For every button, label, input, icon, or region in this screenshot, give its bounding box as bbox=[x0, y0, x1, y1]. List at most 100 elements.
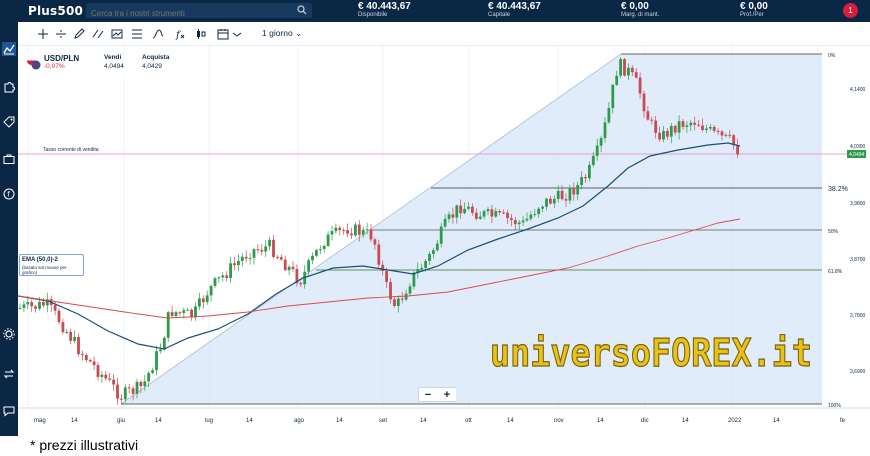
candle-body bbox=[69, 331, 73, 341]
ema-subtitle: (basato sul mouse per grafico) bbox=[22, 265, 67, 275]
buy-price[interactable]: 4,0429 bbox=[142, 63, 162, 70]
candle-body bbox=[190, 309, 193, 318]
candle-body bbox=[588, 165, 591, 179]
candle-body bbox=[451, 214, 455, 218]
settings-icon[interactable] bbox=[2, 327, 16, 341]
indicator-icon[interactable] bbox=[151, 27, 165, 41]
sell-label[interactable]: Vendi bbox=[104, 54, 122, 61]
candle-body bbox=[420, 267, 424, 270]
slow-ma-line bbox=[18, 218, 741, 319]
x-axis-label: giu bbox=[117, 418, 125, 424]
horizontal-line-icon[interactable] bbox=[54, 27, 68, 41]
candle-body bbox=[424, 260, 427, 268]
candlestick-type-icon[interactable] bbox=[194, 27, 208, 41]
candle-body bbox=[127, 387, 131, 389]
candle-body bbox=[474, 212, 478, 219]
candle-body bbox=[701, 125, 704, 130]
fibonacci-level-label: 61.8% bbox=[828, 269, 843, 275]
candle-body bbox=[513, 219, 517, 225]
price-chart[interactable]: 0% 38.2% 50% 61.8% 100% Tasso corrente di ven… bbox=[18, 46, 870, 436]
chevron-down-icon[interactable] bbox=[230, 27, 244, 41]
zoom-in-button[interactable]: + bbox=[438, 388, 456, 401]
buy-label[interactable]: Acquista bbox=[142, 54, 170, 61]
switch-icon[interactable] bbox=[2, 367, 16, 381]
candle-body bbox=[432, 250, 435, 254]
fibonacci-icon[interactable] bbox=[130, 27, 144, 41]
x-axis-label: 14 bbox=[682, 418, 689, 424]
sell-price[interactable]: 4,0494 bbox=[104, 63, 124, 70]
candle-body bbox=[490, 209, 494, 217]
candle-body bbox=[299, 283, 303, 285]
candle-body bbox=[455, 205, 459, 218]
candle-body bbox=[264, 246, 268, 252]
candle-body bbox=[576, 184, 580, 195]
candle-body bbox=[724, 134, 728, 136]
candle-body bbox=[112, 379, 115, 385]
ema-indicator-panel[interactable]: EMA (50,0)-2 (basato sul mouse per grafi… bbox=[19, 254, 84, 276]
price-tick-label: 3,7800 bbox=[850, 313, 866, 319]
function-icon[interactable]: f bbox=[173, 27, 187, 41]
candle-body bbox=[318, 249, 322, 251]
candle-body bbox=[728, 134, 732, 136]
chart-icon[interactable] bbox=[2, 42, 16, 56]
puzzle-icon[interactable] bbox=[2, 80, 16, 94]
x-axis-label: 14 bbox=[155, 418, 162, 424]
candle-body bbox=[533, 214, 537, 216]
candle-body bbox=[38, 301, 41, 309]
candle-body bbox=[510, 218, 513, 220]
search-icon[interactable] bbox=[297, 5, 307, 15]
pencil-icon[interactable] bbox=[72, 27, 86, 41]
x-axis-label: ago bbox=[294, 418, 305, 424]
candle-body bbox=[88, 359, 92, 362]
candle-body bbox=[580, 177, 583, 185]
period-selector[interactable]: 1 giorno ⌄ bbox=[262, 28, 303, 38]
search-input[interactable] bbox=[86, 6, 286, 21]
chat-icon[interactable] bbox=[2, 404, 16, 418]
candle-body bbox=[182, 310, 186, 313]
candle-body bbox=[225, 275, 229, 278]
candle-body bbox=[147, 372, 151, 382]
candle-body bbox=[720, 131, 724, 136]
candle-body bbox=[443, 218, 447, 227]
candle-body bbox=[467, 206, 470, 209]
candle-body bbox=[381, 264, 385, 272]
candle-body bbox=[135, 381, 139, 394]
x-axis-label: 14 bbox=[507, 418, 514, 424]
x-axis-label: 14 bbox=[773, 418, 780, 424]
briefcase-icon[interactable] bbox=[2, 152, 16, 166]
candle-body bbox=[712, 127, 716, 131]
candle-body bbox=[369, 229, 373, 240]
candle-body bbox=[151, 370, 154, 373]
trend-box-icon[interactable] bbox=[110, 27, 124, 41]
candle-body bbox=[330, 231, 334, 235]
candle-body bbox=[654, 120, 658, 133]
candle-body bbox=[174, 312, 178, 317]
candle-body bbox=[545, 198, 548, 207]
funds-icon[interactable]: f bbox=[2, 187, 16, 201]
search-box[interactable] bbox=[86, 3, 312, 21]
candle-body bbox=[486, 209, 490, 212]
calendar-icon[interactable] bbox=[216, 27, 230, 41]
candle-body bbox=[244, 256, 248, 259]
x-axis-label: mag bbox=[34, 418, 46, 424]
notification-badge[interactable]: 1 bbox=[843, 3, 858, 18]
candle-body bbox=[611, 84, 615, 109]
channel-icon[interactable] bbox=[91, 27, 105, 41]
candle-body bbox=[552, 198, 556, 204]
candle-body bbox=[73, 337, 76, 341]
price-tick-label: 3,6900 bbox=[850, 369, 866, 375]
candle-body bbox=[650, 119, 654, 121]
zoom-out-button[interactable]: − bbox=[419, 388, 437, 401]
tag-icon[interactable] bbox=[2, 115, 16, 129]
ema-line bbox=[18, 142, 741, 350]
candle-body bbox=[541, 206, 544, 209]
stat-available: € 40.443,67 Disponibile bbox=[358, 1, 411, 18]
price-tick-label: 4,0300 bbox=[850, 144, 866, 150]
candle-body bbox=[159, 349, 162, 352]
candle-body bbox=[591, 155, 595, 166]
candle-body bbox=[198, 298, 201, 307]
crosshair-icon[interactable] bbox=[36, 27, 50, 41]
x-axis-label: fe bbox=[840, 418, 846, 424]
stat-equity: € 40.443,67 Capitale bbox=[488, 1, 541, 18]
candle-body bbox=[408, 286, 412, 294]
